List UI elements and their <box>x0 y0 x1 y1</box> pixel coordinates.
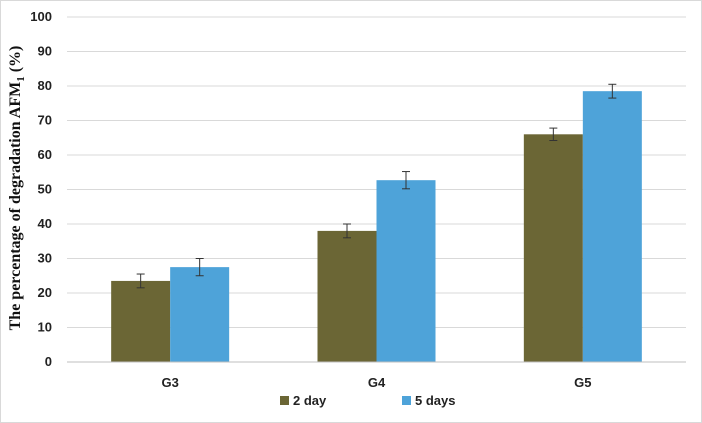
legend-swatch <box>280 396 289 405</box>
y-tick-label: 0 <box>45 354 52 369</box>
y-axis-ticks: 0 10 20 30 40 50 60 70 80 90 100 <box>30 9 52 369</box>
y-axis-label-unit: (%) <box>7 46 24 77</box>
y-tick-label: 40 <box>38 216 52 231</box>
x-axis-categories: G3 G4 G5 <box>161 375 591 390</box>
y-tick-label: 90 <box>38 44 52 59</box>
y-tick-label: 50 <box>38 182 52 197</box>
bar <box>376 180 436 362</box>
y-axis-label-subscript: 1 <box>15 76 27 82</box>
y-tick-label: 10 <box>38 320 52 335</box>
bar <box>111 280 171 362</box>
y-tick-label: 70 <box>38 113 52 128</box>
y-tick-label: 80 <box>38 78 52 93</box>
legend-label: 5 days <box>415 393 455 408</box>
bar <box>170 267 230 362</box>
y-tick-label: 20 <box>38 285 52 300</box>
y-axis-label: The percentage of degradation AFM1 (%) <box>7 46 27 331</box>
legend-label: 2 day <box>293 393 327 408</box>
x-category-label: G5 <box>574 375 591 390</box>
bars <box>111 91 642 363</box>
legend-swatch <box>402 396 411 405</box>
y-tick-label: 30 <box>38 251 52 266</box>
y-tick-label: 100 <box>30 9 52 24</box>
bar <box>317 230 377 362</box>
y-tick-label: 60 <box>38 147 52 162</box>
legend: 2 day 5 days <box>280 393 455 408</box>
bar <box>582 91 642 363</box>
x-category-label: G3 <box>161 375 178 390</box>
bar <box>523 134 583 362</box>
y-axis-label-main: The percentage of degradation AFM <box>7 82 24 331</box>
x-category-label: G4 <box>368 375 386 390</box>
error-bars <box>136 83 617 289</box>
